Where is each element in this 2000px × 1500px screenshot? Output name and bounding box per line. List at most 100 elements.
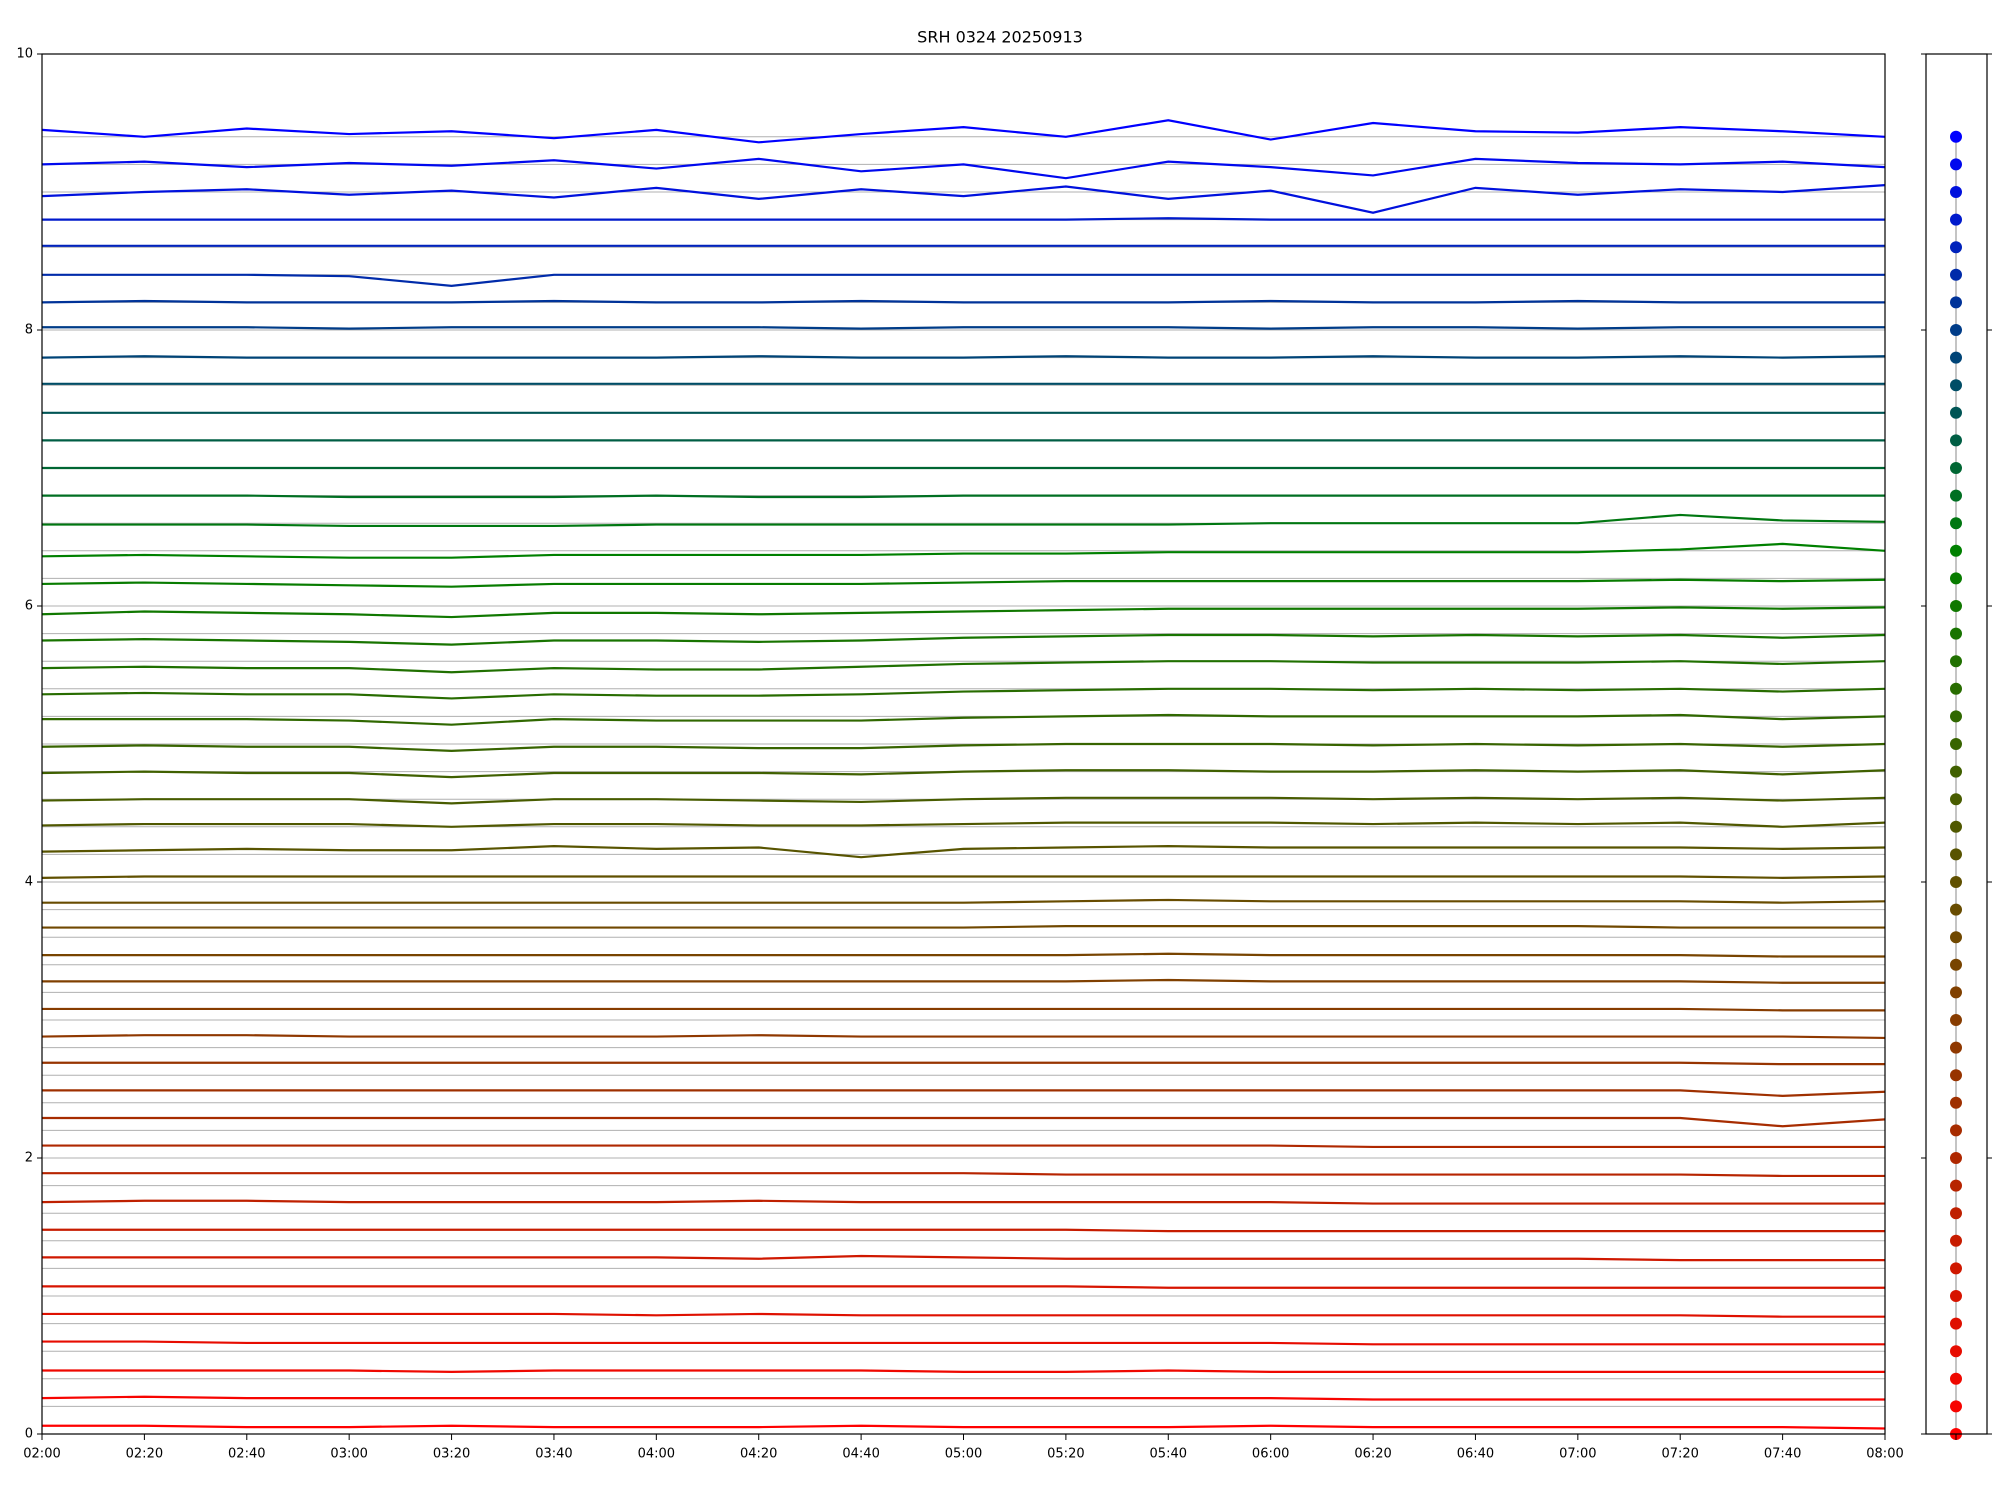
marker-dot [1950, 1096, 1962, 1109]
trace [42, 1340, 1885, 1346]
x-tick-label: 07:40 [1764, 1447, 1801, 1462]
marker-dot [1950, 1179, 1962, 1192]
trace [41, 660, 1886, 674]
x-tick-label: 02:20 [126, 1447, 163, 1462]
y-tick-label: 6 [25, 599, 33, 614]
marker-dot [1950, 296, 1962, 309]
marker-dot [1950, 765, 1962, 778]
trace [42, 217, 1885, 221]
trace [42, 1424, 1886, 1430]
trace [41, 184, 1886, 214]
trace [42, 978, 1885, 984]
trace [41, 299, 1885, 304]
trace [42, 513, 1886, 528]
marker-dot [1950, 1400, 1962, 1413]
marker-dot [1950, 1014, 1962, 1026]
x-tick-label: 07:00 [1559, 1447, 1596, 1462]
marker-dot [1950, 1041, 1962, 1054]
trace [41, 542, 1886, 559]
trace [41, 606, 1886, 619]
marker-dot [1950, 931, 1962, 944]
marker-dot [1950, 958, 1962, 971]
marker-dot [1950, 517, 1962, 530]
marker-dot [1950, 627, 1962, 640]
marker-dot [1950, 600, 1962, 612]
x-tick-label: 06:40 [1457, 1447, 1494, 1462]
marker-dot [1950, 241, 1962, 254]
trace [42, 1172, 1885, 1178]
trace [41, 796, 1886, 805]
trace [41, 845, 1886, 859]
trace [42, 1228, 1885, 1233]
trace [42, 713, 1886, 726]
marker-dot [1950, 682, 1962, 695]
marker-dot [1950, 1317, 1962, 1330]
trace [42, 1312, 1885, 1318]
marker-dot [1950, 738, 1962, 750]
x-tick-label: 06:00 [1252, 1447, 1289, 1462]
x-tick-label: 02:00 [23, 1447, 60, 1462]
trace [42, 1369, 1885, 1374]
marker-dot [1950, 130, 1962, 143]
x-tick-label: 04:20 [740, 1447, 777, 1462]
marker-dot [1950, 1069, 1962, 1082]
marker-dot [1950, 1234, 1962, 1247]
marker-dot [1950, 1290, 1962, 1302]
x-tick-label: 06:20 [1354, 1447, 1391, 1462]
trace [41, 633, 1886, 646]
trace [41, 821, 1886, 828]
marker-dot [1950, 1207, 1962, 1220]
trace [41, 1199, 1885, 1205]
x-tick-label: 04:40 [842, 1447, 879, 1462]
marker-dot [1950, 158, 1962, 171]
marker-dot [1950, 986, 1962, 999]
y-tick-label: 0 [25, 1427, 33, 1442]
marker-dot [1950, 1262, 1962, 1275]
y-tick-label: 8 [25, 323, 33, 338]
trace [42, 273, 1885, 287]
trace [42, 1285, 1885, 1289]
marker-dot [1950, 848, 1962, 861]
x-tick-label: 04:00 [638, 1447, 675, 1462]
x-tick-label: 03:00 [330, 1447, 367, 1462]
marker-dot [1950, 903, 1962, 916]
x-tick-label: 03:20 [433, 1447, 470, 1462]
x-tick-label: 05:00 [945, 1447, 982, 1462]
x-tick-label: 02:40 [228, 1447, 265, 1462]
trace [41, 687, 1886, 700]
marker-dot [1950, 655, 1962, 668]
x-tick-label: 07:20 [1661, 1447, 1698, 1462]
trace [42, 952, 1885, 958]
marker-dot [1950, 820, 1962, 833]
marker-dot [1950, 324, 1962, 336]
marker-dot [1950, 1372, 1962, 1385]
x-tick-label: 03:40 [535, 1447, 572, 1462]
trace [41, 875, 1886, 879]
trace [42, 1254, 1885, 1262]
trace [41, 769, 1886, 779]
trace [41, 578, 1886, 588]
trace [42, 898, 1886, 904]
marker-dot [1950, 351, 1962, 364]
trace [42, 925, 1885, 929]
trace [41, 742, 1886, 753]
x-tick-label: 05:40 [1150, 1447, 1187, 1462]
y-tick-label: 4 [25, 875, 33, 890]
marker-dot [1950, 544, 1962, 557]
trace [41, 355, 1886, 359]
marker-dot [1950, 379, 1962, 392]
marker-dot [1950, 489, 1962, 502]
marker-dot [1950, 268, 1962, 281]
trace [41, 119, 1886, 144]
plot-frame [41, 53, 1886, 1435]
marker-dot [1950, 406, 1962, 419]
y-tick-label: 2 [25, 1151, 33, 1166]
marker-dot [1950, 434, 1962, 447]
trace [42, 1061, 1885, 1066]
trace [41, 157, 1886, 180]
trace [42, 1116, 1886, 1128]
trace [42, 1089, 1886, 1098]
marker-dot [1950, 1124, 1962, 1137]
